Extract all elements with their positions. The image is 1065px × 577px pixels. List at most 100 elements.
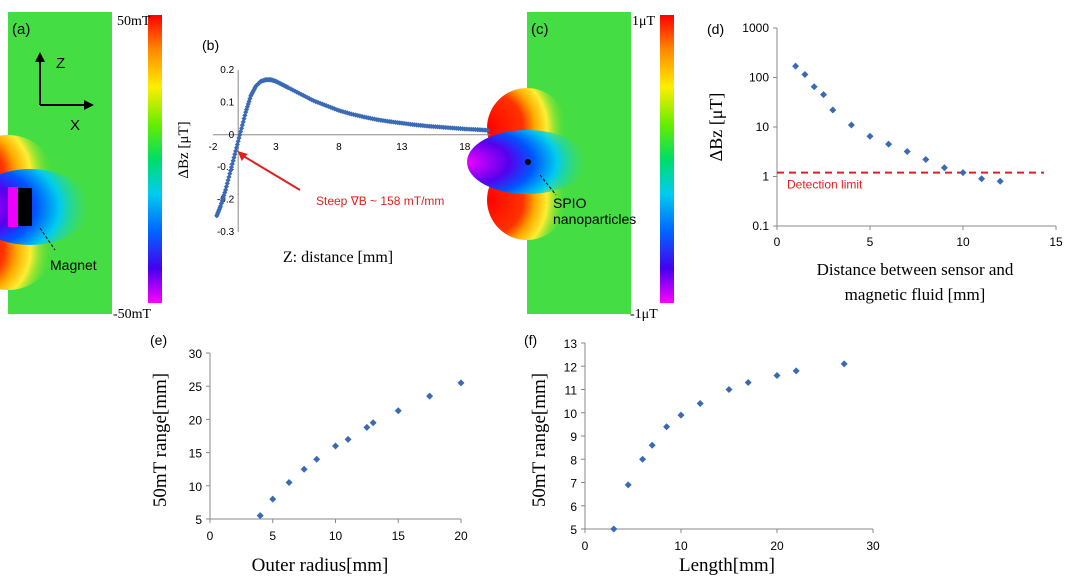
colorbar-c-bottom-label: -1μT [630, 307, 658, 322]
data-point [426, 392, 434, 400]
y-tick-label: 8 [570, 453, 577, 467]
panel-c-label: (c) [531, 21, 549, 38]
data-point [773, 372, 781, 380]
data-point [696, 399, 704, 407]
data-point [363, 423, 371, 431]
data-point [344, 435, 352, 443]
data-point [677, 411, 685, 419]
y-tick-label: 0.1 [220, 97, 234, 108]
y-axis-title: ΔBz [μT] [706, 93, 726, 162]
data-point [792, 367, 800, 375]
data-point [457, 379, 465, 387]
panel-a: Magnet (a) Z X 50mT -50mT [0, 12, 162, 322]
data-point [829, 106, 837, 114]
z-arrowhead-icon [35, 52, 45, 62]
magnet-body [18, 188, 32, 226]
data-point [624, 481, 632, 489]
y-axis-title: 50mT range[mm] [150, 373, 171, 507]
data-point [394, 407, 402, 415]
y-tick-label: 5 [570, 523, 577, 537]
data-point [285, 85, 292, 91]
data-point [792, 62, 800, 70]
data-point [313, 98, 319, 105]
data-point [298, 91, 304, 97]
x-tick-label: 3 [273, 142, 279, 153]
data-point [256, 512, 264, 520]
x-tick-label: 0 [774, 235, 781, 249]
data-point [996, 177, 1004, 185]
panel-b-label: (b) [202, 37, 219, 53]
data-point [340, 109, 346, 115]
magnet-pole [8, 187, 18, 227]
data-point [327, 104, 334, 110]
data-point [725, 386, 733, 393]
annotation-arrow-line [241, 154, 301, 191]
spio-label-line1: SPIO [553, 195, 587, 211]
x-tick-label: 10 [674, 539, 688, 553]
y-tick-label: 10 [564, 407, 578, 421]
data-point [369, 419, 377, 427]
y-tick-label: 9 [570, 430, 577, 444]
data-point [325, 103, 332, 110]
x-axis-title-line1: Distance between sensor and [817, 260, 1014, 279]
panel-d-label: (d) [707, 21, 724, 37]
x-tick-label: 18 [459, 142, 471, 153]
data-point [866, 132, 874, 140]
y-tick-label: 0.2 [220, 65, 234, 76]
chart-d: (d) 0.1 1 10 100 1000 0 5 10 15 Detection limit ΔBz… [706, 21, 1063, 304]
panel-f-label: (f) [524, 332, 537, 348]
magnet-leader-line [39, 227, 56, 251]
y-tick-label: 15 [189, 447, 203, 461]
x-tick-label: 10 [956, 235, 970, 249]
data-point [959, 169, 967, 177]
x-tick-label: 13 [396, 142, 408, 153]
data-point [239, 122, 245, 128]
data-point [847, 121, 855, 129]
data-point [313, 455, 321, 463]
data-point [317, 100, 323, 106]
panel-c: SPIO nanoparticles (c) 1μT -1μT [467, 12, 674, 322]
spio-leader-line [539, 174, 557, 196]
x-tick-label: 5 [867, 235, 874, 249]
data-point [484, 127, 491, 133]
chart-f: (f) 5 6 7 8 9 10 11 12 13 0 10 20 30 50mT range[mm] Len… [524, 332, 880, 576]
data-point [922, 156, 930, 164]
data-point [648, 441, 656, 449]
y-tick-label: 25 [189, 380, 203, 394]
data-point [610, 525, 618, 533]
data-point [885, 140, 893, 148]
y-tick-label: 6 [570, 500, 577, 514]
y-tick-label: -0.2 [217, 195, 235, 206]
x-axis-title: Length[mm] [679, 555, 775, 576]
annotation-arrowhead-icon [237, 151, 248, 161]
y-tick-label: 0 [229, 130, 235, 141]
y-tick-label: 13 [564, 337, 578, 351]
data-point [336, 107, 342, 114]
data-point [810, 83, 818, 91]
x-tick-label: -2 [209, 142, 218, 153]
panel-e-label: (e) [150, 332, 167, 348]
y-tick-label: 10 [756, 120, 770, 134]
data-point [292, 88, 298, 94]
y-tick-label: -0.3 [217, 227, 235, 238]
y-tick-label: 12 [564, 360, 578, 374]
y-tick-label: 7 [570, 477, 577, 491]
data-point [801, 70, 809, 78]
x-tick-label: 15 [1049, 235, 1063, 249]
y-axis-title: ΔBz [μT] [176, 121, 192, 178]
y-tick-label: 1 [762, 170, 769, 184]
x-tick-label: 30 [866, 539, 880, 553]
x-tick-label: 20 [454, 529, 468, 543]
y-tick-label: 10 [189, 480, 203, 494]
data-point [346, 110, 353, 117]
chart-b: (b) -2 3 8 13 18 -0.3 -0.2 -0.1 0 0.1 0.2 ΔBz [μT] Z:… [176, 37, 491, 266]
data-point [639, 455, 647, 463]
x-axis-title: Outer radius[mm] [252, 555, 389, 576]
data-point [311, 98, 317, 104]
x-axis-title: Z: distance [mm] [283, 249, 393, 266]
panel-a-label: (a) [12, 21, 30, 38]
data-point [940, 164, 948, 172]
data-point [269, 495, 277, 503]
data-point [663, 423, 671, 431]
